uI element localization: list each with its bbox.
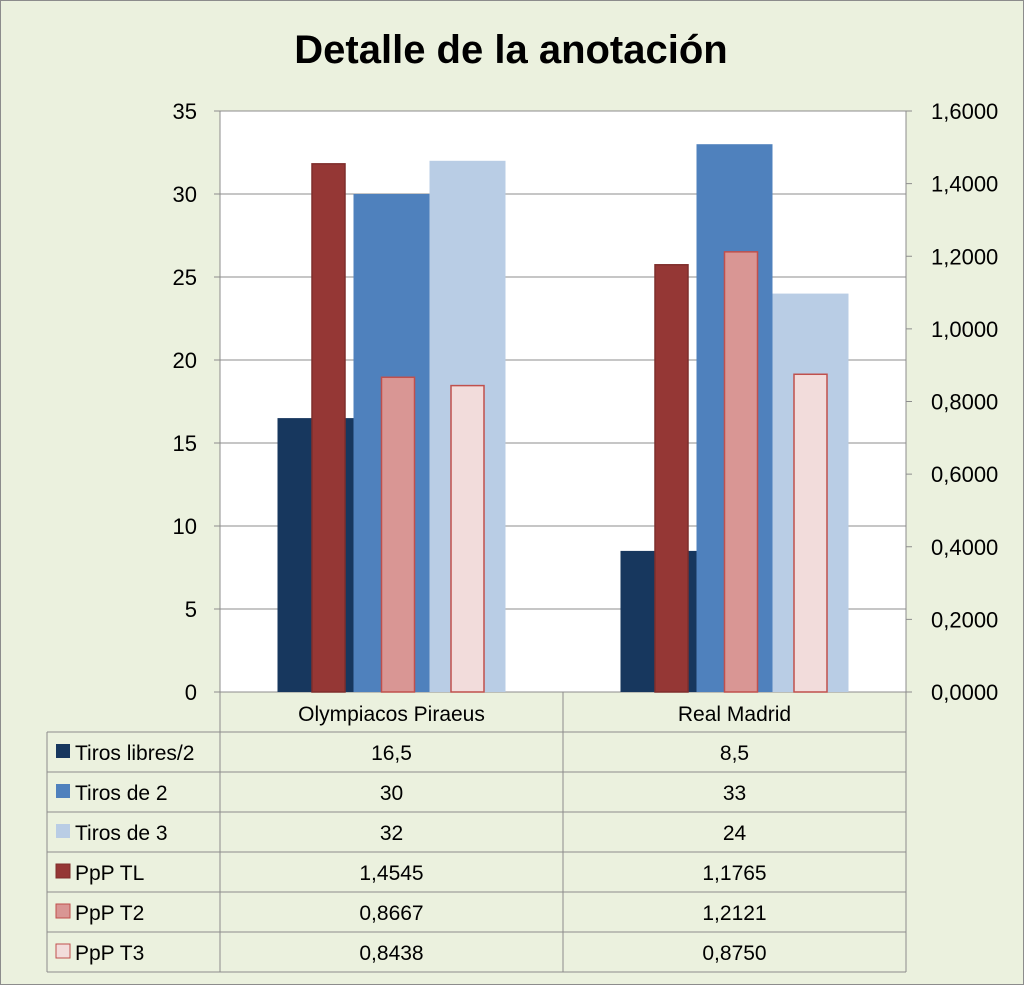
table-cell: 16,5 [371, 742, 412, 765]
left-tick-label: 35 [173, 99, 197, 124]
category-label: Real Madrid [678, 703, 791, 726]
table-cell: 0,8667 [359, 902, 423, 925]
legend-label: PpP T3 [75, 942, 144, 965]
legend-label: Tiros libres/2 [75, 742, 194, 765]
left-tick-label: 10 [173, 514, 197, 539]
chart-title: Detalle de la anotación [294, 28, 727, 72]
right-tick-label: 1,0000 [931, 317, 998, 342]
bar-ppp-t3-1 [793, 373, 828, 693]
legend-swatch [55, 863, 71, 879]
right-tick-label: 1,4000 [931, 172, 998, 197]
table-cell: 1,1765 [702, 862, 766, 885]
left-tick-label: 25 [173, 265, 197, 290]
legend-label: PpP TL [75, 862, 144, 885]
legend-label: Tiros de 3 [75, 822, 168, 845]
table-cell: 30 [380, 782, 403, 805]
table-cell: 33 [723, 782, 746, 805]
legend-swatch [55, 903, 71, 919]
category-label: Olympiacos Piraeus [298, 703, 485, 726]
right-tick-label: 0,4000 [931, 535, 998, 560]
right-tick-label: 0,8000 [931, 390, 998, 415]
table-cell: 0,8750 [702, 942, 766, 965]
data-table: Olympiacos Piraeus Real Madrid Tiros libre… [46, 692, 907, 973]
left-tick-label: 20 [173, 348, 197, 373]
table-cell: 24 [723, 822, 747, 845]
legend-label: Tiros de 2 [75, 782, 168, 805]
table-cell: 1,4545 [359, 862, 423, 885]
table-cell: 1,2121 [702, 902, 766, 925]
legend-swatch [56, 784, 70, 798]
table-cell: 0,8438 [359, 942, 423, 965]
right-tick-label: 0,6000 [931, 462, 998, 487]
legend-swatch [56, 824, 70, 838]
left-tick-label: 30 [173, 182, 197, 207]
bar-ppp-tl-0 [311, 163, 346, 693]
bar-ppp-tl-1 [654, 264, 689, 693]
left-tick-label: 15 [173, 431, 197, 456]
legend-label: PpP T2 [75, 902, 144, 925]
bar-ppp-t2-0 [380, 376, 416, 693]
legend-swatch [55, 943, 71, 959]
right-tick-label: 0,0000 [931, 680, 998, 705]
right-tick-label: 1,2000 [931, 244, 998, 269]
table-cell: 32 [380, 822, 403, 845]
bar-ppp-t2-1 [723, 251, 759, 693]
right-tick-label: 1,6000 [931, 99, 998, 124]
table-cell: 8,5 [720, 742, 749, 765]
right-tick-label: 0,2000 [931, 607, 998, 632]
left-tick-label: 0 [185, 680, 197, 705]
left-tick-label: 5 [185, 597, 197, 622]
bar-ppp-t3-0 [450, 384, 485, 693]
bars [277, 144, 849, 693]
axes: 0 5 10 15 20 25 30 35 0,0000 0,2000 0,4000 0,6000 0,… [173, 99, 999, 705]
legend-swatch [56, 744, 70, 758]
